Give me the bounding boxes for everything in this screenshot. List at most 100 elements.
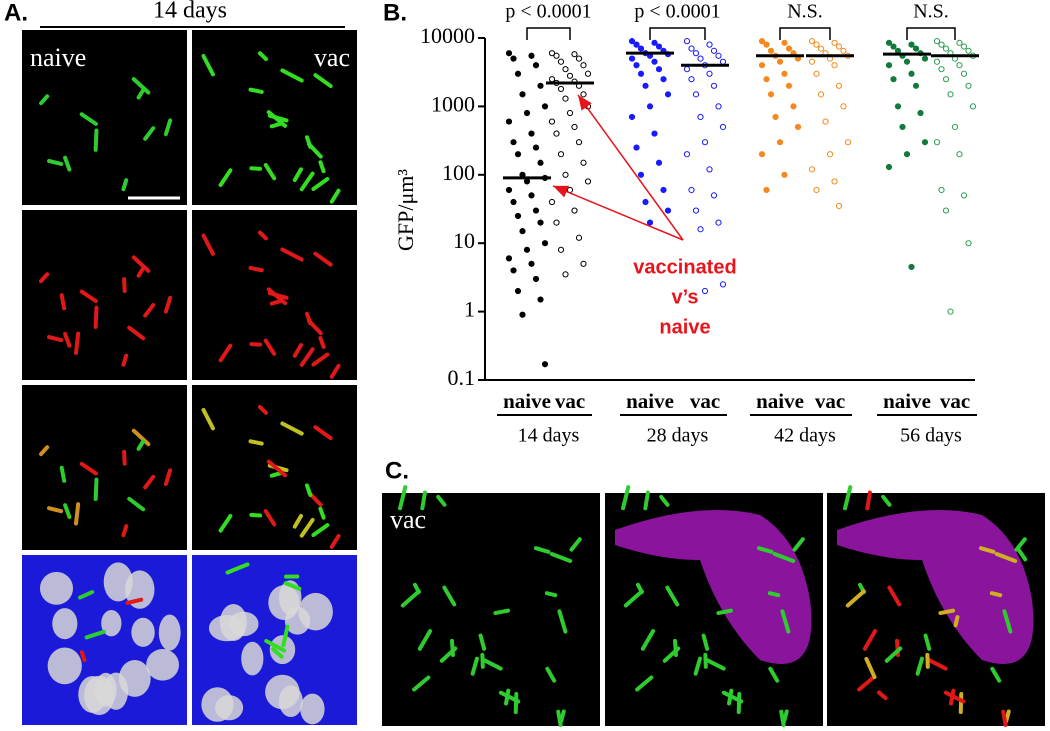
nucleus	[39, 571, 74, 605]
nucleus	[278, 685, 303, 718]
bacterium	[1016, 546, 1028, 562]
data-point	[655, 43, 663, 50]
bacterium	[143, 474, 156, 490]
data-point	[532, 275, 540, 283]
data-point	[541, 361, 549, 368]
data-point	[575, 55, 583, 62]
data-point	[933, 139, 941, 146]
bacterium	[721, 690, 744, 704]
bacterium	[640, 629, 656, 651]
bacterium	[299, 347, 315, 367]
data-point	[510, 139, 517, 146]
data-point	[505, 255, 513, 262]
data-point	[776, 58, 784, 65]
data-point	[772, 113, 779, 121]
data-point	[683, 66, 691, 73]
x-tick-label: naive	[503, 389, 551, 413]
data-point	[637, 45, 645, 52]
data-point	[505, 186, 513, 194]
bacterium	[47, 335, 64, 343]
nucleus	[101, 609, 122, 637]
bacterium	[266, 459, 288, 478]
bacterium	[263, 509, 277, 527]
data-point	[903, 58, 911, 65]
micrographs	[382, 493, 1045, 726]
bacterium	[442, 585, 457, 607]
bacterium	[143, 126, 156, 141]
bacterium	[292, 343, 303, 358]
bacterium	[77, 590, 95, 600]
bacterium	[621, 485, 631, 511]
data-point	[808, 166, 816, 173]
bacterium	[163, 118, 173, 137]
bacterium	[79, 112, 98, 126]
bacterium	[756, 546, 774, 554]
data-point	[548, 50, 556, 57]
data-point	[710, 47, 718, 54]
bacterium	[218, 513, 233, 533]
data-point	[692, 207, 700, 214]
data-point	[715, 52, 722, 59]
bacterium	[39, 272, 50, 284]
bacterium	[864, 656, 877, 680]
data-point	[655, 66, 663, 73]
panel-label: C.	[385, 457, 409, 484]
data-point	[960, 70, 968, 77]
data-point	[664, 91, 672, 98]
data-point	[510, 267, 517, 274]
bacterium	[292, 167, 303, 182]
bacterium	[79, 289, 98, 304]
nucleus	[300, 693, 325, 725]
y-tick-label: 0.1	[448, 365, 476, 390]
bacterium	[225, 562, 250, 575]
bacterium	[925, 657, 948, 671]
bacterium	[39, 94, 50, 106]
data-point	[548, 198, 556, 206]
data-point	[571, 51, 578, 58]
y-tick-label: 1000	[431, 91, 475, 116]
data-point	[642, 82, 649, 89]
bacterium	[127, 496, 146, 512]
data-point	[633, 144, 640, 151]
data-point	[808, 38, 816, 45]
data-point	[938, 66, 945, 73]
bacterium	[767, 591, 781, 598]
bacterium	[400, 589, 421, 608]
data-point	[532, 62, 540, 69]
bacterium	[266, 110, 288, 128]
bacterium	[122, 449, 127, 466]
image	[22, 30, 187, 205]
bacterium	[943, 690, 966, 704]
nucleus	[103, 562, 133, 602]
data-point	[514, 151, 522, 158]
bacterium	[504, 688, 511, 706]
data-point	[510, 55, 517, 62]
data-point	[912, 45, 920, 52]
bacterium	[136, 439, 146, 451]
data-point	[933, 58, 941, 65]
bacterium	[311, 352, 330, 367]
data-point	[899, 123, 906, 131]
bacterium	[845, 589, 866, 608]
data-point	[537, 159, 544, 166]
bacterium	[470, 656, 479, 676]
data-point	[715, 103, 722, 110]
data-point	[651, 58, 658, 65]
bacterium	[557, 609, 568, 634]
comparison-label: N.S.	[787, 1, 823, 23]
data-point	[664, 207, 672, 214]
data-point	[817, 91, 825, 98]
x-tick-label: vac	[815, 389, 845, 413]
data-point	[965, 240, 972, 247]
bacterium	[280, 68, 304, 83]
bacterium	[533, 546, 551, 554]
data-point	[557, 58, 565, 65]
nucleus	[52, 608, 78, 640]
data-point	[514, 70, 522, 77]
data-point	[519, 228, 526, 235]
comparison-label: p < 0.0001	[634, 1, 720, 23]
bacterium	[412, 675, 431, 692]
bacterium	[131, 428, 151, 447]
bacterium	[248, 87, 264, 94]
data-point	[562, 66, 569, 73]
